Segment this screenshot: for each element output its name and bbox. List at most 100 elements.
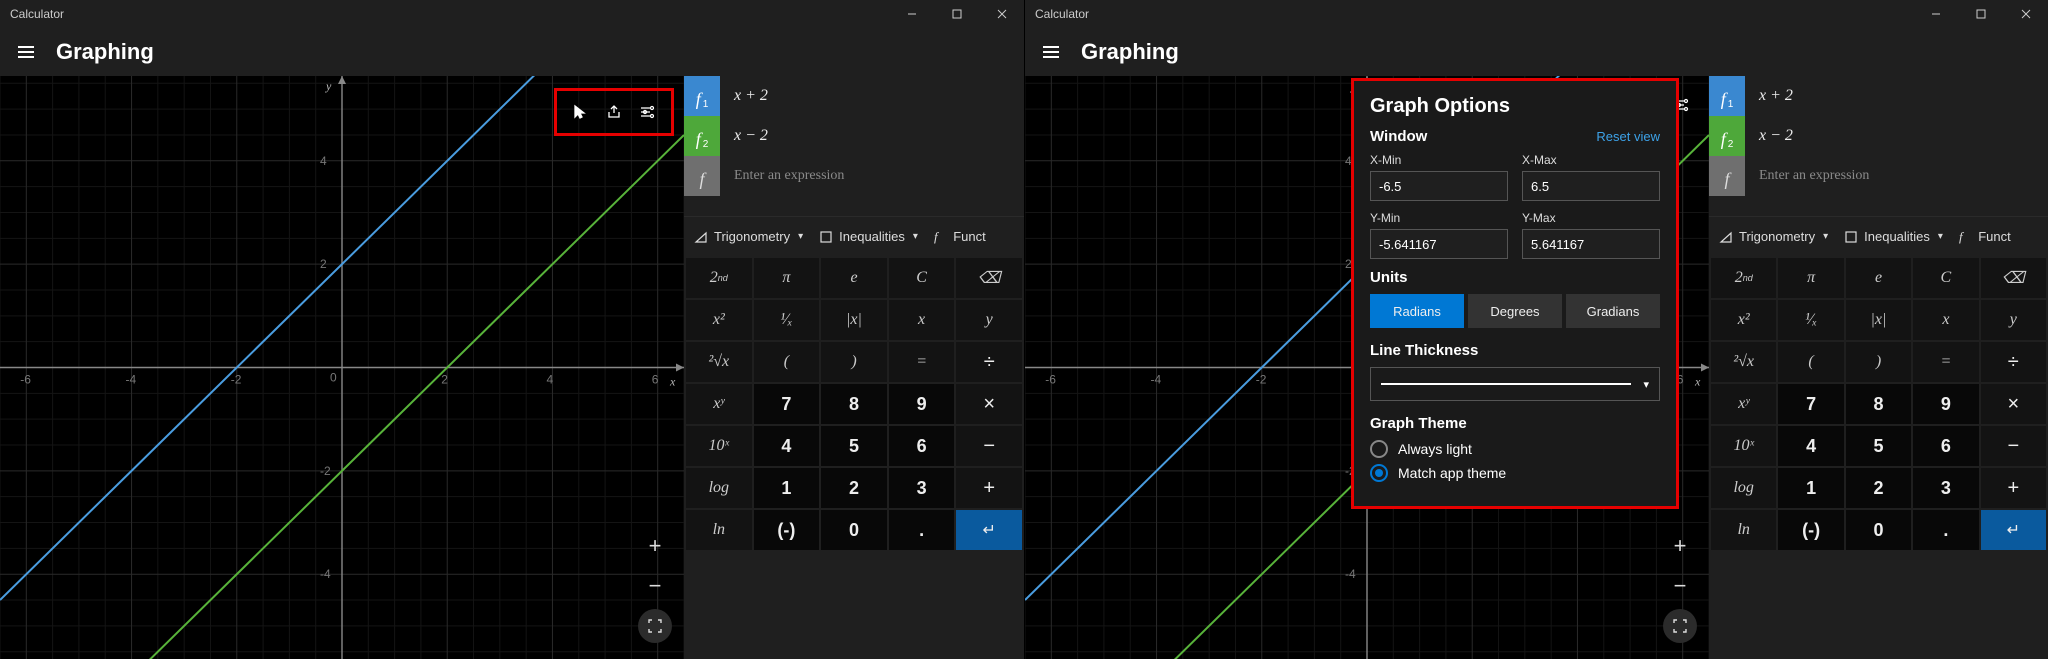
graph-settings-tool[interactable] — [631, 95, 665, 129]
key-sym[interactable]: − — [956, 426, 1022, 466]
key-C[interactable]: C — [889, 258, 955, 298]
key-sym[interactable]: ÷ — [956, 342, 1022, 382]
close-button[interactable] — [2003, 0, 2048, 28]
key-sym[interactable]: ( — [754, 342, 820, 382]
key-log[interactable]: log — [1711, 468, 1776, 508]
key-x[interactable]: xʸ — [686, 384, 752, 424]
key-3[interactable]: 3 — [1913, 468, 1978, 508]
key-sym[interactable]: ⌫ — [1981, 258, 2046, 298]
zoom-in-button[interactable]: + — [1663, 529, 1697, 563]
key-x[interactable]: ²√x — [686, 342, 752, 382]
key-x[interactable]: x — [1913, 300, 1978, 340]
key-sym[interactable]: ↵ — [956, 510, 1022, 550]
equation-row-new[interactable]: f Enter an expression — [1709, 156, 2048, 196]
key-8[interactable]: 8 — [821, 384, 887, 424]
key-2[interactable]: 2 — [1846, 468, 1911, 508]
graph-area[interactable]: -6-4-20246-4-224xy + − Graph Options Win… — [1025, 76, 1709, 659]
key-sym[interactable]: (-) — [1778, 510, 1843, 550]
maximize-button[interactable] — [1958, 0, 2003, 28]
share-tool[interactable] — [597, 95, 631, 129]
key-x[interactable]: |x| — [1846, 300, 1911, 340]
key-sym[interactable]: + — [956, 468, 1022, 508]
key-7[interactable]: 7 — [754, 384, 820, 424]
key-0[interactable]: 0 — [1846, 510, 1911, 550]
key-sym[interactable]: . — [1913, 510, 1978, 550]
key-log[interactable]: log — [686, 468, 752, 508]
key-6[interactable]: 6 — [889, 426, 955, 466]
key-sym[interactable]: = — [889, 342, 955, 382]
key-9[interactable]: 9 — [889, 384, 955, 424]
equation-expression[interactable]: x + 2 — [1745, 87, 1793, 105]
key-sym[interactable]: ) — [821, 342, 887, 382]
trig-dropdown[interactable]: Trigonometry▾ — [1719, 229, 1828, 244]
key-y[interactable]: y — [1981, 300, 2046, 340]
ymin-input[interactable] — [1370, 229, 1508, 259]
trace-tool[interactable] — [563, 95, 597, 129]
key-sym[interactable]: (-) — [754, 510, 820, 550]
key-2[interactable]: 2 — [821, 468, 887, 508]
key-sym[interactable]: ( — [1778, 342, 1843, 382]
xmin-input[interactable] — [1370, 171, 1508, 201]
key-x[interactable]: |x| — [821, 300, 887, 340]
equation-row[interactable]: f1 x + 2 — [1709, 76, 2048, 116]
theme-light-radio[interactable]: Always light — [1370, 440, 1660, 458]
key-sym[interactable]: ÷ — [1981, 342, 2046, 382]
menu-button[interactable] — [1031, 32, 1071, 72]
key-1[interactable]: 1 — [754, 468, 820, 508]
key-C[interactable]: C — [1913, 258, 1978, 298]
key-sym[interactable]: ↵ — [1981, 510, 2046, 550]
graph-canvas[interactable]: -6-4-20246-4-224xy — [0, 76, 684, 659]
maximize-button[interactable] — [934, 0, 979, 28]
equation-color-tab[interactable]: f2 — [684, 116, 720, 156]
key-sym[interactable]: + — [1981, 468, 2046, 508]
equation-row[interactable]: f1 x + 2 — [684, 76, 1024, 116]
key-e[interactable]: e — [821, 258, 887, 298]
key-sym[interactable]: = — [1913, 342, 1978, 382]
theme-match-radio[interactable]: Match app theme — [1370, 464, 1660, 482]
equation-expression[interactable]: x − 2 — [1745, 127, 1793, 145]
zoom-in-button[interactable]: + — [638, 529, 672, 563]
functions-dropdown[interactable]: f Funct — [934, 229, 986, 245]
ymax-input[interactable] — [1522, 229, 1660, 259]
key-x[interactable]: xʸ — [1711, 384, 1776, 424]
key-0[interactable]: 0 — [821, 510, 887, 550]
equation-placeholder[interactable]: Enter an expression — [1745, 168, 1869, 184]
equation-placeholder[interactable]: Enter an expression — [720, 168, 844, 184]
graph-area[interactable]: -6-4-20246-4-224xy + − — [0, 76, 684, 659]
minimize-button[interactable] — [889, 0, 934, 28]
key-10[interactable]: 10ˣ — [1711, 426, 1776, 466]
key-e[interactable]: e — [1846, 258, 1911, 298]
zoom-out-button[interactable]: − — [1663, 569, 1697, 603]
trig-dropdown[interactable]: Trigonometry▾ — [694, 229, 803, 244]
key-sym[interactable]: ⌫ — [956, 258, 1022, 298]
key-1[interactable]: 1 — [1778, 468, 1843, 508]
units-radians[interactable]: Radians — [1370, 294, 1464, 328]
key-sym[interactable]: × — [1981, 384, 2046, 424]
zoom-fit-button[interactable] — [638, 609, 672, 643]
line-thickness-select[interactable]: ▾ — [1370, 367, 1660, 401]
menu-button[interactable] — [6, 32, 46, 72]
equation-color-tab[interactable]: f1 — [684, 76, 720, 116]
key-sym[interactable]: − — [1981, 426, 2046, 466]
key-5[interactable]: 5 — [1846, 426, 1911, 466]
equation-row[interactable]: f2 x − 2 — [684, 116, 1024, 156]
key-sym[interactable]: ) — [1846, 342, 1911, 382]
key-ln[interactable]: ln — [1711, 510, 1776, 550]
key-4[interactable]: 4 — [1778, 426, 1843, 466]
zoom-out-button[interactable]: − — [638, 569, 672, 603]
key-4[interactable]: 4 — [754, 426, 820, 466]
equation-expression[interactable]: x − 2 — [720, 127, 768, 145]
key-x[interactable]: x — [889, 300, 955, 340]
functions-dropdown[interactable]: f Funct — [1959, 229, 2011, 245]
units-gradians[interactable]: Gradians — [1566, 294, 1660, 328]
reset-view-link[interactable]: Reset view — [1596, 129, 1660, 144]
equation-row[interactable]: f2 x − 2 — [1709, 116, 2048, 156]
key-7[interactable]: 7 — [1778, 384, 1843, 424]
equation-row-new[interactable]: f Enter an expression — [684, 156, 1024, 196]
key-3[interactable]: 3 — [889, 468, 955, 508]
equation-color-tab[interactable]: f — [1709, 156, 1745, 196]
inequalities-dropdown[interactable]: Inequalities▾ — [819, 229, 918, 244]
equation-color-tab[interactable]: f2 — [1709, 116, 1745, 156]
key-x[interactable]: x² — [1711, 300, 1776, 340]
key-2[interactable]: 2nd — [686, 258, 752, 298]
